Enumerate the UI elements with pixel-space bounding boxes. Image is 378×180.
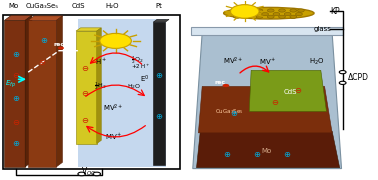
- Text: ΔCPD: ΔCPD: [348, 73, 369, 82]
- Text: $\oplus$: $\oplus$: [12, 50, 20, 59]
- Text: $\ominus$: $\ominus$: [81, 116, 89, 125]
- Text: $\oplus$: $\oplus$: [12, 139, 20, 148]
- Circle shape: [297, 9, 304, 12]
- Circle shape: [231, 5, 259, 18]
- Circle shape: [245, 15, 251, 18]
- Circle shape: [279, 9, 285, 12]
- Text: CuGa$_3$Se$_5$: CuGa$_3$Se$_5$: [215, 107, 244, 116]
- FancyBboxPatch shape: [78, 19, 166, 167]
- Text: KP: KP: [330, 7, 340, 16]
- Text: MV$^{2+}$: MV$^{2+}$: [223, 56, 244, 67]
- Text: Mo: Mo: [9, 3, 19, 9]
- Circle shape: [339, 81, 346, 84]
- Text: $\frac{1}{2}$O$_2$: $\frac{1}{2}$O$_2$: [131, 54, 144, 66]
- Text: $\ominus$: $\ominus$: [294, 86, 302, 94]
- Text: H₂O: H₂O: [105, 3, 119, 9]
- Text: $\ominus$: $\ominus$: [12, 71, 20, 80]
- Text: $\oplus$: $\oplus$: [40, 36, 48, 45]
- Circle shape: [78, 172, 85, 176]
- Polygon shape: [153, 22, 165, 165]
- Polygon shape: [153, 19, 169, 22]
- Circle shape: [234, 9, 240, 12]
- Circle shape: [58, 47, 64, 50]
- Polygon shape: [193, 33, 342, 169]
- Text: $\ominus$: $\ominus$: [12, 118, 20, 127]
- Text: +2 H$^+$: +2 H$^+$: [131, 62, 150, 71]
- Circle shape: [284, 12, 291, 16]
- Circle shape: [245, 9, 251, 12]
- Text: Mo: Mo: [261, 148, 271, 154]
- Text: H$^+$: H$^+$: [94, 57, 107, 68]
- Polygon shape: [76, 31, 97, 144]
- Circle shape: [339, 71, 346, 74]
- FancyBboxPatch shape: [191, 28, 343, 35]
- Circle shape: [267, 15, 274, 18]
- Circle shape: [290, 15, 297, 18]
- Polygon shape: [28, 16, 62, 20]
- Text: $\oplus$: $\oplus$: [223, 150, 231, 159]
- Circle shape: [93, 172, 101, 176]
- Circle shape: [256, 15, 263, 18]
- Text: $\oplus$: $\oplus$: [155, 112, 163, 121]
- Text: H$_2$O: H$_2$O: [309, 56, 325, 67]
- Text: $\ominus$: $\ominus$: [38, 58, 46, 67]
- Circle shape: [279, 15, 285, 18]
- Polygon shape: [197, 131, 340, 168]
- Text: $\ominus$: $\ominus$: [81, 64, 89, 73]
- Circle shape: [100, 33, 132, 48]
- Text: CdS: CdS: [284, 89, 297, 95]
- Circle shape: [273, 12, 280, 16]
- Text: MV$^{2+}$: MV$^{2+}$: [103, 103, 124, 114]
- Text: rec: rec: [54, 42, 65, 47]
- Polygon shape: [28, 20, 56, 167]
- Polygon shape: [56, 16, 62, 167]
- FancyBboxPatch shape: [3, 15, 180, 169]
- Text: E$^0$: E$^0$: [140, 74, 149, 85]
- Text: $\ominus$: $\ominus$: [271, 98, 280, 107]
- Polygon shape: [198, 86, 332, 133]
- Text: $\oplus$: $\oplus$: [12, 94, 20, 103]
- Text: MV$^+$: MV$^+$: [259, 56, 277, 67]
- Text: $\oplus$: $\oplus$: [253, 150, 261, 159]
- Text: glass: glass: [314, 26, 332, 32]
- Polygon shape: [249, 70, 327, 111]
- Polygon shape: [97, 28, 101, 144]
- Text: $\oplus$: $\oplus$: [283, 150, 291, 159]
- Text: $\ominus$: $\ominus$: [81, 89, 89, 98]
- Text: MV$^+$: MV$^+$: [105, 131, 122, 142]
- Circle shape: [262, 12, 268, 16]
- Text: V$_{OC}$: V$_{OC}$: [81, 166, 96, 178]
- Circle shape: [250, 12, 257, 16]
- Text: rec: rec: [214, 80, 225, 85]
- Circle shape: [290, 9, 297, 12]
- Text: CdS: CdS: [71, 3, 85, 9]
- Circle shape: [234, 15, 240, 18]
- Ellipse shape: [224, 7, 314, 19]
- Text: $\oplus$: $\oplus$: [155, 71, 163, 80]
- Text: Pt: Pt: [155, 3, 162, 9]
- Polygon shape: [76, 28, 101, 31]
- Circle shape: [256, 9, 263, 12]
- Circle shape: [239, 12, 246, 16]
- Circle shape: [223, 84, 229, 87]
- Circle shape: [267, 9, 274, 12]
- Text: $\oplus$: $\oplus$: [230, 109, 238, 118]
- Polygon shape: [25, 15, 32, 167]
- Polygon shape: [5, 15, 32, 20]
- Circle shape: [296, 12, 302, 16]
- Text: H$_2$O: H$_2$O: [127, 82, 141, 91]
- Text: CuGa₃Se₅: CuGa₃Se₅: [26, 3, 59, 9]
- Text: $\frac{1}{2}$H$_2$: $\frac{1}{2}$H$_2$: [94, 80, 107, 92]
- Polygon shape: [5, 20, 25, 167]
- Text: $E_{fp}$: $E_{fp}$: [5, 79, 15, 90]
